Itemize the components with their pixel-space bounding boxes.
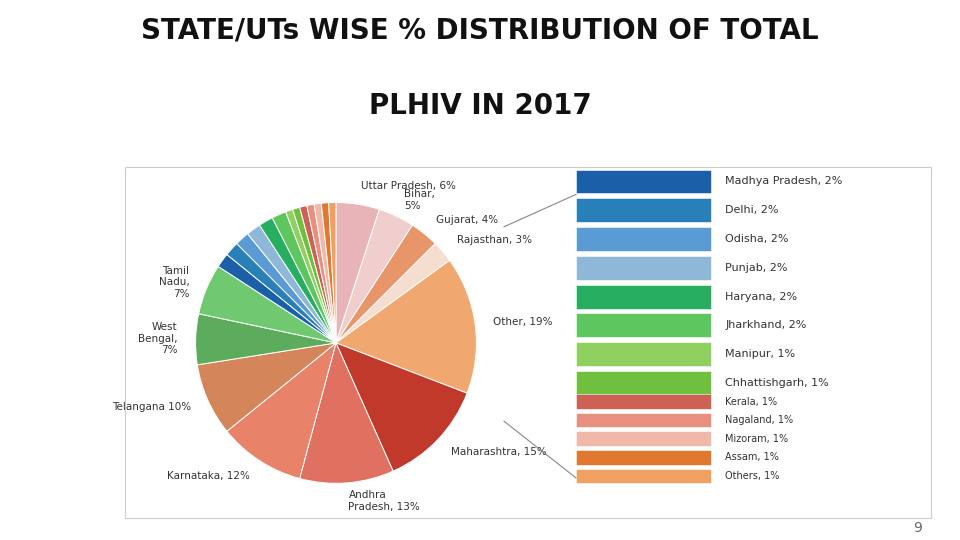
Text: Haryana, 2%: Haryana, 2% — [725, 292, 798, 301]
Bar — [576, 371, 711, 395]
Text: Other, 19%: Other, 19% — [493, 317, 553, 327]
Text: Mizoram, 1%: Mizoram, 1% — [725, 434, 788, 444]
Bar — [576, 413, 711, 428]
Wedge shape — [336, 343, 468, 471]
Bar — [576, 431, 711, 446]
Text: Maharashtra, 15%: Maharashtra, 15% — [451, 447, 547, 457]
Text: Gujarat, 4%: Gujarat, 4% — [436, 214, 498, 225]
Text: Assam, 1%: Assam, 1% — [725, 453, 780, 462]
Text: Manipur, 1%: Manipur, 1% — [725, 349, 795, 359]
Text: Tamil
Nadu,
7%: Tamil Nadu, 7% — [158, 266, 189, 299]
Wedge shape — [328, 202, 336, 343]
Bar — [576, 198, 711, 222]
Wedge shape — [198, 343, 336, 431]
Wedge shape — [218, 254, 336, 343]
Bar — [576, 256, 711, 280]
Text: Karnataka, 12%: Karnataka, 12% — [167, 471, 250, 481]
Wedge shape — [336, 225, 435, 343]
Text: Nagaland, 1%: Nagaland, 1% — [725, 415, 793, 425]
Wedge shape — [322, 202, 336, 343]
Wedge shape — [273, 212, 336, 343]
Wedge shape — [248, 225, 336, 343]
Wedge shape — [196, 314, 336, 365]
Wedge shape — [286, 210, 336, 343]
Wedge shape — [300, 343, 393, 483]
Text: Delhi, 2%: Delhi, 2% — [725, 205, 779, 215]
Text: Bihar,
5%: Bihar, 5% — [404, 189, 435, 211]
Wedge shape — [259, 218, 336, 343]
Text: Kerala, 1%: Kerala, 1% — [725, 396, 778, 407]
Text: Punjab, 2%: Punjab, 2% — [725, 263, 788, 273]
Text: Telangana 10%: Telangana 10% — [112, 402, 191, 413]
Text: 9: 9 — [913, 521, 922, 535]
Bar — [576, 313, 711, 338]
Bar — [576, 469, 711, 483]
Text: West
Bengal,
7%: West Bengal, 7% — [138, 322, 178, 355]
Text: Rajasthan, 3%: Rajasthan, 3% — [457, 235, 532, 245]
Wedge shape — [307, 204, 336, 343]
Text: Chhattishgarh, 1%: Chhattishgarh, 1% — [725, 378, 828, 388]
Wedge shape — [300, 206, 336, 343]
Text: STATE/UTs WISE % DISTRIBUTION OF TOTAL: STATE/UTs WISE % DISTRIBUTION OF TOTAL — [141, 16, 819, 44]
Wedge shape — [227, 343, 336, 478]
Wedge shape — [336, 244, 449, 343]
Bar — [576, 285, 711, 308]
Text: Others, 1%: Others, 1% — [725, 471, 780, 481]
Wedge shape — [336, 260, 476, 393]
Wedge shape — [227, 244, 336, 343]
Bar — [576, 227, 711, 251]
Wedge shape — [199, 266, 336, 343]
Bar — [576, 170, 711, 193]
Wedge shape — [237, 234, 336, 343]
Text: Andhra
Pradesh, 13%: Andhra Pradesh, 13% — [348, 490, 420, 512]
Bar — [576, 342, 711, 366]
Bar — [576, 450, 711, 465]
Bar — [576, 394, 711, 409]
Text: Madhya Pradesh, 2%: Madhya Pradesh, 2% — [725, 177, 843, 186]
Text: PLHIV IN 2017: PLHIV IN 2017 — [369, 92, 591, 120]
Text: Uttar Pradesh, 6%: Uttar Pradesh, 6% — [361, 181, 456, 191]
Text: Odisha, 2%: Odisha, 2% — [725, 234, 789, 244]
Wedge shape — [336, 210, 413, 343]
Wedge shape — [336, 202, 379, 343]
Wedge shape — [293, 207, 336, 343]
Wedge shape — [314, 203, 336, 343]
Text: Jharkhand, 2%: Jharkhand, 2% — [725, 320, 806, 330]
